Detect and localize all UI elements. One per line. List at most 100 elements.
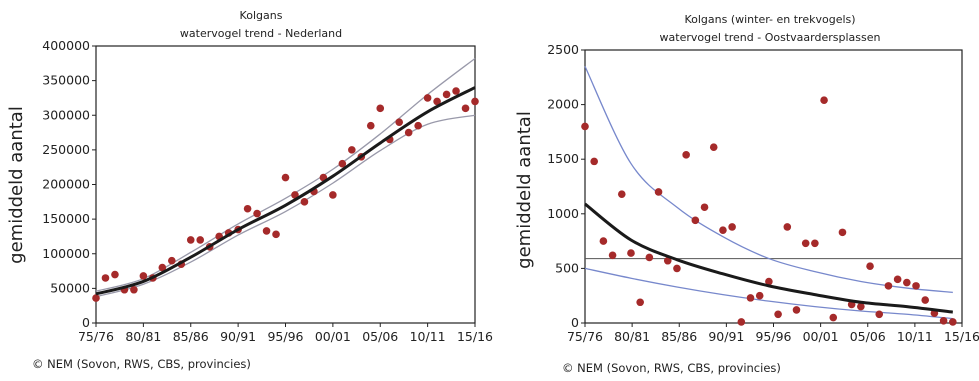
chart1-data-point bbox=[366, 121, 375, 130]
chart1-ytick-label: 150000 bbox=[42, 211, 90, 226]
chart1-data-point bbox=[196, 236, 205, 244]
chart1-ytick-label: 50000 bbox=[50, 280, 90, 295]
chart2-data-point bbox=[838, 228, 847, 237]
chart2-xtick-label: 15/16 bbox=[944, 329, 979, 344]
chart2-data-point bbox=[829, 313, 838, 322]
chart1-plot: 0 50000 100000 150000 200000 250000 300000 3500… bbox=[42, 38, 493, 344]
chart1-data-point bbox=[101, 274, 110, 282]
chart2-xtick-label: 05/06 bbox=[850, 329, 886, 344]
chart1-ytick-label: 300000 bbox=[42, 107, 90, 122]
chart2-data-point bbox=[581, 122, 589, 131]
chart2-data-point bbox=[939, 317, 948, 325]
chart2-data-point bbox=[774, 310, 782, 319]
chart1-data-point bbox=[130, 285, 138, 294]
chart2-credit: © NEM (Sovon, RWS, CBS, provincies) bbox=[562, 361, 781, 375]
chart1-ytick-label: 400000 bbox=[42, 38, 90, 53]
chart2-data-point bbox=[673, 264, 681, 273]
chart2-data-point bbox=[700, 203, 709, 212]
chart2-data-point bbox=[719, 226, 727, 234]
chart2-data-point bbox=[765, 277, 773, 286]
chart1-data-point bbox=[139, 272, 148, 280]
chart2-data-point bbox=[627, 249, 635, 257]
chart1-xtick-label: 85/86 bbox=[173, 329, 209, 344]
chart1-ylabel: gemiddeld aantal bbox=[6, 106, 27, 264]
chart1-data-point bbox=[168, 256, 176, 265]
chart2-ytick-label: 0 bbox=[571, 315, 579, 330]
chart2-xtick-label: 80/81 bbox=[614, 329, 650, 344]
chart1-ci-upper-line bbox=[95, 57, 476, 292]
chart2-data-point bbox=[903, 278, 911, 287]
chart2-ytick-label: 1000 bbox=[547, 206, 579, 221]
chart1-data-point bbox=[111, 270, 119, 279]
chart2-data-point bbox=[912, 282, 920, 290]
chart1-data-point bbox=[348, 146, 356, 154]
chart2-xtick-label: 10/11 bbox=[897, 329, 933, 344]
chart2-data-point bbox=[884, 282, 893, 290]
chart2-data-point bbox=[682, 151, 690, 159]
chart2-ytick-label: 2500 bbox=[547, 42, 579, 57]
chart2-data-point bbox=[755, 291, 764, 300]
chart2-data-point bbox=[728, 223, 736, 231]
chart2-data-point bbox=[792, 306, 801, 314]
chart1-data-point bbox=[329, 191, 337, 199]
chart2-data-point bbox=[746, 294, 755, 302]
chart2-ytick-label: 2000 bbox=[547, 97, 579, 112]
chart2-xtick-label: 90/91 bbox=[708, 329, 744, 344]
chart1-xtick-label: 15/16 bbox=[457, 329, 493, 344]
chart2-data-point bbox=[783, 223, 792, 231]
chart1-data-point bbox=[376, 104, 385, 113]
chart2-data-point bbox=[801, 239, 810, 248]
chart1-xtick-label: 00/01 bbox=[315, 329, 351, 344]
chart2-xtick-label: 00/01 bbox=[803, 329, 839, 344]
chart2-data-point bbox=[691, 216, 700, 225]
chart1-ytick-label: 100000 bbox=[42, 246, 90, 261]
chart1-xtick-label: 05/06 bbox=[362, 329, 398, 344]
chart1-data-point bbox=[262, 227, 271, 235]
chart1-credit: © NEM (Sovon, RWS, CBS, provincies) bbox=[32, 357, 251, 371]
chart2-data-point bbox=[820, 96, 828, 105]
chart2-data-point bbox=[811, 239, 819, 248]
chart1-xtick-label: 75/76 bbox=[78, 329, 114, 344]
chart1-data-point bbox=[433, 97, 441, 106]
chart2-xtick-label: 85/86 bbox=[661, 329, 697, 344]
chart2-data-point bbox=[617, 190, 626, 198]
chart1-data-point bbox=[186, 236, 195, 244]
chart1-xtick-label: 90/91 bbox=[220, 329, 256, 344]
chart1-data-point bbox=[281, 173, 290, 182]
chart2-data-point bbox=[737, 318, 746, 326]
chart1-ytick-label: 200000 bbox=[42, 177, 90, 192]
chart1-data-point bbox=[442, 90, 451, 99]
chart1-subtitle: watervogel trend - Nederland bbox=[180, 27, 342, 40]
chart1-data-point bbox=[272, 230, 280, 239]
chart1-xtick-label: 80/81 bbox=[125, 329, 161, 344]
chart1-data-point bbox=[338, 159, 347, 168]
chart2-subtitle: watervogel trend - Oostvaardersplassen bbox=[660, 31, 881, 44]
chart1-trend-line bbox=[95, 86, 476, 296]
chart1-title: Kolgans bbox=[240, 9, 283, 22]
chart2-data-point bbox=[949, 318, 957, 326]
chart2-data-point bbox=[921, 296, 930, 304]
chart2-data-point bbox=[893, 275, 902, 284]
chart2-data-point bbox=[663, 256, 672, 265]
chart2-data-point bbox=[608, 251, 617, 260]
chart2-ylabel: gemiddeld aantal bbox=[514, 111, 535, 269]
chart1-data-point bbox=[404, 128, 413, 137]
chart2-xtick-label: 75/76 bbox=[567, 329, 603, 344]
chart2-xtick-label: 95/96 bbox=[755, 329, 791, 344]
chart1-data-point bbox=[92, 294, 100, 302]
chart1-data-point bbox=[452, 87, 460, 95]
chart1-xtick-label: 10/11 bbox=[410, 329, 446, 344]
chart2-data-point bbox=[866, 262, 874, 271]
chart1-data-point bbox=[471, 97, 479, 106]
chart2-plot: 0 500 1000 1500 2000 2500 75/76 80/81 85/86 90/91… bbox=[547, 42, 979, 344]
chart1-data-point bbox=[253, 209, 261, 218]
chart1-data-point bbox=[243, 204, 252, 213]
chart2-ci-lower-line bbox=[584, 267, 953, 320]
chart2-data-point bbox=[875, 310, 884, 319]
chart1-ytick-label: 0 bbox=[82, 315, 90, 330]
chart2-title: Kolgans (winter- en trekvogels) bbox=[684, 13, 855, 26]
chart1-ytick-label: 250000 bbox=[42, 142, 90, 157]
chart2-ytick-label: 500 bbox=[555, 260, 579, 275]
chart1-ci-lower-line bbox=[95, 114, 476, 298]
